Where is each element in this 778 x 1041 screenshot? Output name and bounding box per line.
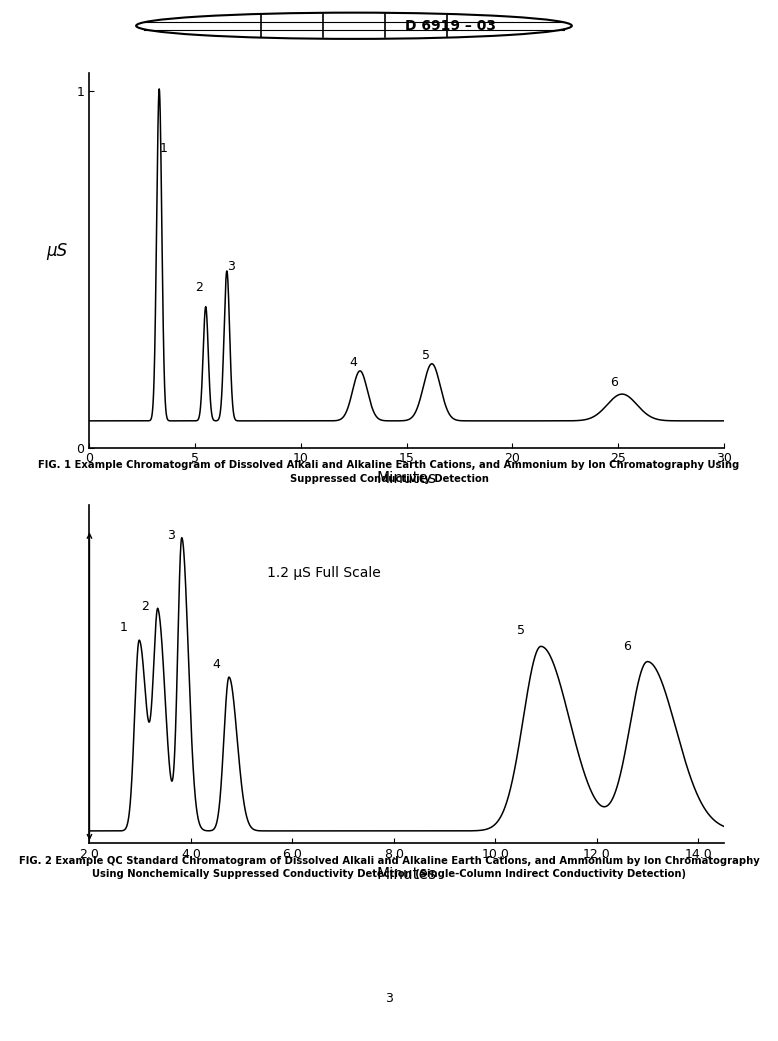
Text: 2: 2: [195, 281, 203, 295]
Y-axis label: μS: μS: [47, 243, 68, 260]
Text: D 6919 – 03: D 6919 – 03: [405, 19, 496, 32]
X-axis label: Minutes: Minutes: [377, 866, 436, 882]
Text: Using Nonchemically Suppressed Conductivity Detection (Single-Column Indirect Co: Using Nonchemically Suppressed Conductiv…: [92, 869, 686, 880]
Text: 1: 1: [120, 621, 128, 634]
Text: 5: 5: [422, 349, 429, 362]
Text: FIG. 1 Example Chromatogram of Dissolved Alkali and Alkaline Earth Cations, and : FIG. 1 Example Chromatogram of Dissolved…: [38, 460, 740, 471]
X-axis label: Minutes: Minutes: [377, 471, 436, 486]
Text: 3: 3: [166, 529, 174, 541]
Text: 6: 6: [610, 376, 618, 388]
Text: 1.2 μS Full Scale: 1.2 μS Full Scale: [267, 565, 380, 580]
Text: 5: 5: [517, 625, 524, 637]
Text: 6: 6: [623, 639, 631, 653]
Text: 3: 3: [227, 260, 235, 273]
Text: Suppressed Conductivity Detection: Suppressed Conductivity Detection: [289, 474, 489, 484]
Text: 1: 1: [159, 142, 167, 155]
Text: 2: 2: [142, 600, 149, 612]
Text: 4: 4: [350, 356, 358, 370]
Text: 4: 4: [212, 658, 220, 671]
Text: 3: 3: [385, 992, 393, 1005]
Text: FIG. 2 Example QC Standard Chromatogram of Dissolved Alkali and Alkaline Earth C: FIG. 2 Example QC Standard Chromatogram …: [19, 856, 759, 866]
